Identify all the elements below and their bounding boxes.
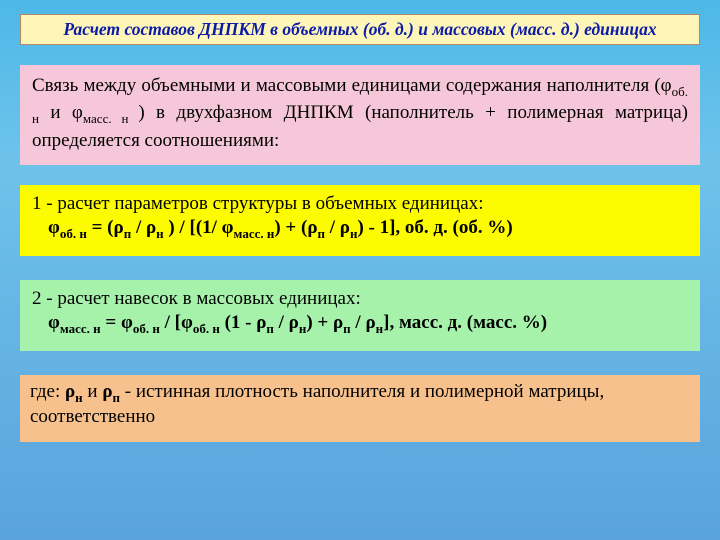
- formula2: φмасс. н = φоб. н / [φоб. н (1 - ρп / ρн…: [32, 312, 688, 337]
- where-text: где: ρн и ρп - истинная плотность наполн…: [30, 381, 690, 428]
- intro-box: Связь между объемными и массовыми единиц…: [20, 65, 700, 165]
- title-bar: Расчет составов ДНПКМ в объемных (об. д.…: [20, 14, 700, 45]
- formula1: φоб. н = (ρп / ρн ) / [(1/ φмасс. н) + (…: [32, 217, 688, 242]
- title-text: Расчет составов ДНПКМ в объемных (об. д.…: [63, 19, 656, 39]
- formula2-caption: 2 - расчет навесок в массовых единицах:: [32, 288, 688, 310]
- formula1-caption: 1 - расчет параметров структуры в объемн…: [32, 193, 688, 215]
- intro-paragraph: Связь между объемными и массовыми единиц…: [32, 73, 688, 153]
- formula-block-1: 1 - расчет параметров структуры в объемн…: [20, 185, 700, 256]
- slide: Расчет составов ДНПКМ в объемных (об. д.…: [0, 0, 720, 452]
- where-box: где: ρн и ρп - истинная плотность наполн…: [20, 375, 700, 442]
- formula-block-2: 2 - расчет навесок в массовых единицах: …: [20, 280, 700, 351]
